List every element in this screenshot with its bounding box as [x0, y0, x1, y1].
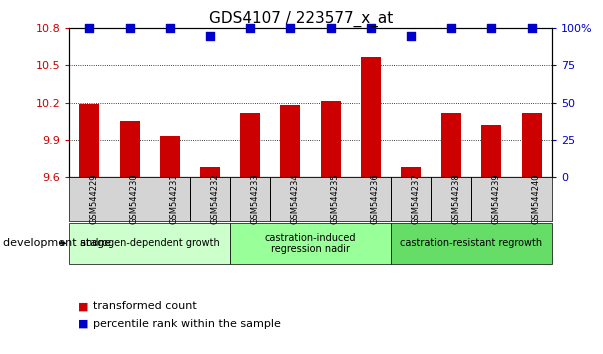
Text: androgen-dependent growth: androgen-dependent growth [80, 238, 219, 249]
Point [245, 25, 255, 31]
Text: castration-resistant regrowth: castration-resistant regrowth [400, 238, 543, 249]
Text: GSM544232: GSM544232 [210, 174, 219, 224]
Point [406, 33, 416, 39]
Bar [522, 113, 541, 177]
Text: GSM544239: GSM544239 [491, 174, 500, 224]
Text: GSM544231: GSM544231 [170, 174, 179, 224]
Point [446, 25, 456, 31]
Point [125, 25, 134, 31]
Text: GSM544234: GSM544234 [291, 174, 300, 224]
Bar [401, 167, 421, 177]
Text: ■: ■ [78, 319, 89, 329]
Text: ■: ■ [78, 301, 89, 311]
Bar [280, 105, 300, 177]
Bar [240, 113, 260, 177]
Bar [80, 104, 99, 177]
Text: GSM544238: GSM544238 [451, 174, 460, 224]
Bar [200, 167, 220, 177]
Text: castration-induced
regression nadir: castration-induced regression nadir [265, 233, 356, 254]
Point [205, 33, 215, 39]
Text: GSM544237: GSM544237 [411, 174, 420, 224]
Point [326, 25, 335, 31]
Bar [481, 125, 502, 177]
Point [165, 25, 175, 31]
Text: percentile rank within the sample: percentile rank within the sample [93, 319, 282, 329]
Text: transformed count: transformed count [93, 301, 197, 311]
Text: GDS4107 / 223577_x_at: GDS4107 / 223577_x_at [209, 11, 394, 27]
Text: GSM544240: GSM544240 [532, 174, 541, 224]
Point [366, 25, 376, 31]
Text: GSM544233: GSM544233 [250, 174, 259, 224]
Bar [361, 57, 381, 177]
Text: GSM544230: GSM544230 [130, 174, 139, 224]
Bar [321, 101, 341, 177]
Bar [441, 113, 461, 177]
Point [286, 25, 295, 31]
Point [84, 25, 94, 31]
Text: GSM544229: GSM544229 [89, 174, 98, 224]
Bar [119, 121, 140, 177]
Text: GSM544236: GSM544236 [371, 174, 380, 224]
Bar [160, 136, 180, 177]
Point [527, 25, 537, 31]
Text: GSM544235: GSM544235 [330, 174, 339, 224]
Point [487, 25, 496, 31]
Text: development stage: development stage [3, 238, 111, 249]
